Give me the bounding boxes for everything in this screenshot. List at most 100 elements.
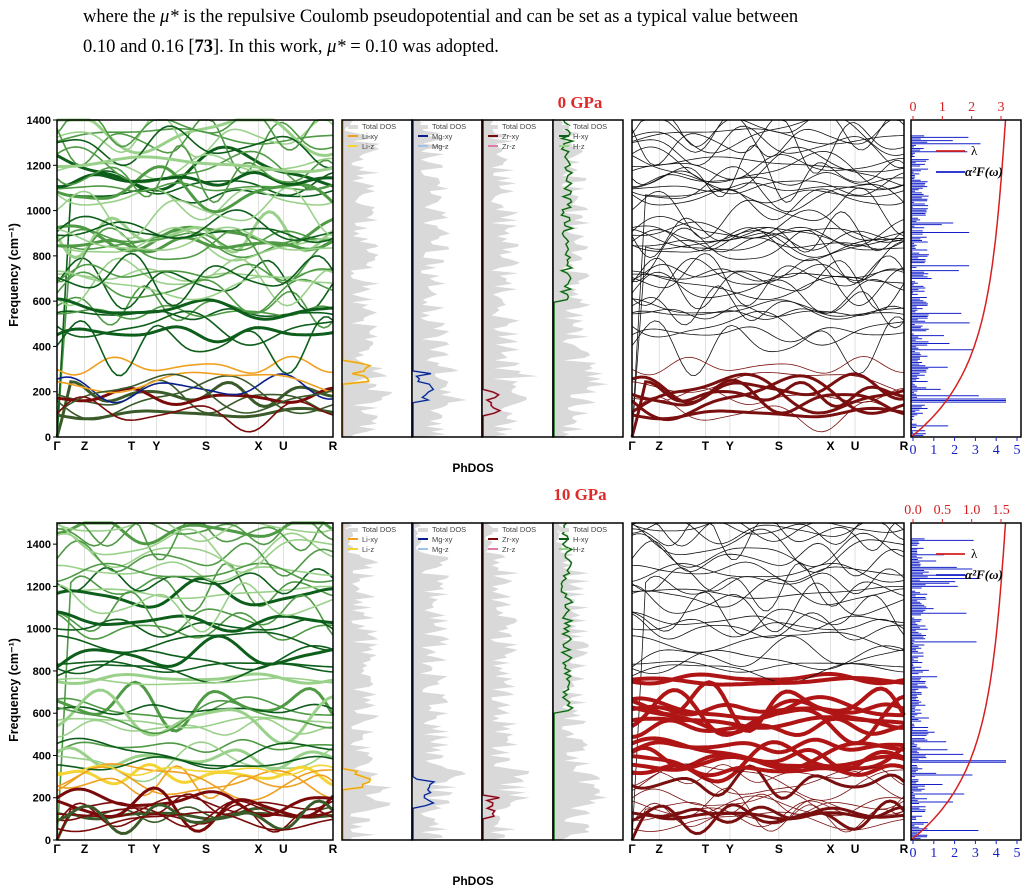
band-line <box>631 146 905 190</box>
legend-label: Total DOS <box>573 122 607 131</box>
band-line <box>632 268 905 282</box>
legend-swatch <box>348 528 358 532</box>
pdos-xy-line <box>342 523 371 840</box>
legend-label: Mg-xy <box>432 535 453 544</box>
band-line <box>56 379 334 414</box>
kpoint-label: R <box>900 439 909 453</box>
legend-label: Mg-z <box>432 142 449 151</box>
band-line <box>56 226 334 251</box>
band-line <box>631 799 906 836</box>
pdos-xy-line <box>342 120 372 437</box>
legend-a2f-label: α²F(ω) <box>965 567 1003 582</box>
band-line <box>631 316 905 376</box>
band-line <box>631 522 905 542</box>
band-line <box>631 209 905 241</box>
legend-swatch <box>418 125 428 129</box>
legend-swatch <box>559 125 569 129</box>
band-line <box>56 355 334 376</box>
band-line <box>631 764 905 800</box>
band-line <box>57 268 334 282</box>
band-line <box>631 763 905 778</box>
pdos-xy-line <box>553 522 574 840</box>
band-line <box>631 660 905 673</box>
legend-label: H-xy <box>573 535 589 544</box>
lambda-curve <box>910 119 1007 438</box>
band-line <box>56 221 334 244</box>
band-line <box>631 811 905 832</box>
band-line <box>631 270 905 300</box>
band-line <box>56 386 334 407</box>
legend-label: Total DOS <box>362 122 396 131</box>
plot-frame <box>631 119 905 438</box>
kpoint-label: X <box>254 842 262 856</box>
kpoint-label: Γ <box>53 439 61 453</box>
kpoint-label: Γ <box>53 842 61 856</box>
band-line <box>631 308 905 320</box>
eliashberg-panel: 0.0 0.5 1.0 1.5 0 1 2 3 4 5 λ α²F(ω) <box>904 503 1022 861</box>
lambda-tick-label: 1.5 <box>992 503 1010 518</box>
pdos-xy-line <box>412 120 435 437</box>
kpoint-label: Z <box>81 842 88 856</box>
kpoint-label: Y <box>152 842 160 856</box>
legend-label: Total DOS <box>432 525 466 534</box>
band-line <box>631 187 905 239</box>
band-line <box>631 219 905 252</box>
lambda-curve <box>910 522 1007 841</box>
band-line <box>56 316 334 377</box>
y-tick-label: 600 <box>33 296 51 308</box>
kpoint-label: T <box>702 842 710 856</box>
kpoint-label: X <box>254 439 262 453</box>
band-line <box>57 170 334 189</box>
dos-frame <box>552 119 624 438</box>
band-line <box>631 591 905 636</box>
band-line <box>631 285 905 329</box>
a2f-tick-label: 0 <box>910 846 917 861</box>
band-line <box>631 146 905 191</box>
kpoint-label: U <box>851 439 860 453</box>
dos-x-label: PhDOS <box>452 461 493 475</box>
band-line <box>631 119 905 174</box>
legend-label: Li-z <box>362 545 374 554</box>
plot-frame <box>910 522 1022 841</box>
a2f-tick-label: 4 <box>993 443 1000 458</box>
band-line <box>631 631 905 653</box>
legend-label: Mg-xy <box>432 132 453 141</box>
total-dos-area <box>342 120 393 437</box>
band-line <box>56 522 334 543</box>
band-line <box>631 387 905 405</box>
band-line <box>56 119 333 151</box>
band-line <box>57 155 334 174</box>
band-line <box>56 634 334 669</box>
total-dos-area <box>553 120 609 437</box>
total-dos-area <box>482 120 539 437</box>
y-tick-label: 200 <box>33 793 51 805</box>
y-tick-label: 0 <box>45 835 51 847</box>
band-line <box>57 585 334 600</box>
lambda-tick-label: 3 <box>998 100 1005 115</box>
pdos-xy-line <box>482 523 500 840</box>
a2f-tick-label: 4 <box>993 846 1000 861</box>
band-line <box>631 561 905 582</box>
total-dos-area <box>412 120 467 437</box>
kpoint-label: T <box>702 439 710 453</box>
band-line <box>56 677 334 686</box>
band-line <box>56 406 334 421</box>
total-dos-area <box>412 523 467 840</box>
kpoint-label: R <box>900 842 909 856</box>
band-line <box>56 170 334 197</box>
band-line <box>56 577 334 609</box>
band-line <box>56 209 334 242</box>
band-line <box>56 799 335 836</box>
lambda-tick-label: 1.0 <box>963 503 981 518</box>
a2f-tick-label: 0 <box>910 443 917 458</box>
a2f-tick-label: 1 <box>930 846 937 861</box>
band-line <box>56 610 334 633</box>
kpoint-label: Y <box>726 842 734 856</box>
a2f-tick-label: 3 <box>972 846 979 861</box>
legend-label: Zr-xy <box>502 132 519 141</box>
band-line <box>632 156 905 173</box>
paper-text: where the μ* is the repulsive Coulomb ps… <box>83 2 1003 62</box>
band-line <box>631 562 905 583</box>
y-tick-label: 1400 <box>27 539 51 551</box>
